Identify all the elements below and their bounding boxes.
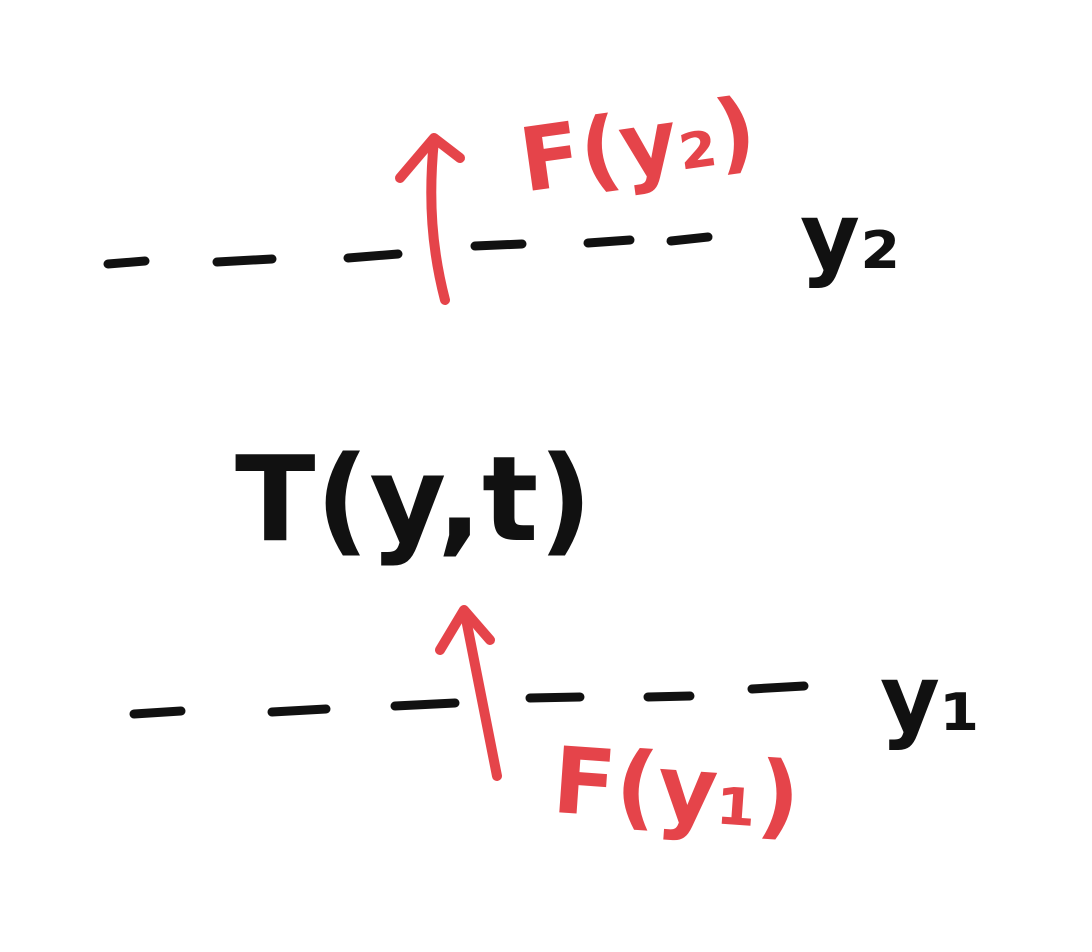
flux-arrow-y1	[435, 605, 502, 781]
level-line-y1	[129, 681, 809, 719]
flux-arrow-y1-shaft	[460, 609, 502, 781]
level-label-y2: y₂	[800, 183, 900, 290]
flux-arrow-y2-head	[395, 133, 465, 183]
flux-arrow-y2	[395, 133, 465, 305]
level-label-y1: y₁	[880, 645, 980, 752]
level-line-y2	[103, 232, 713, 269]
center-label: T(y,t)	[235, 430, 592, 568]
flux-arrow-y1-head	[435, 605, 495, 655]
flux-arrow-y2-shaft	[426, 135, 450, 305]
flux-label-y2: F(y₂)	[513, 78, 762, 213]
flux-label-y1: F(y₁)	[549, 727, 803, 851]
